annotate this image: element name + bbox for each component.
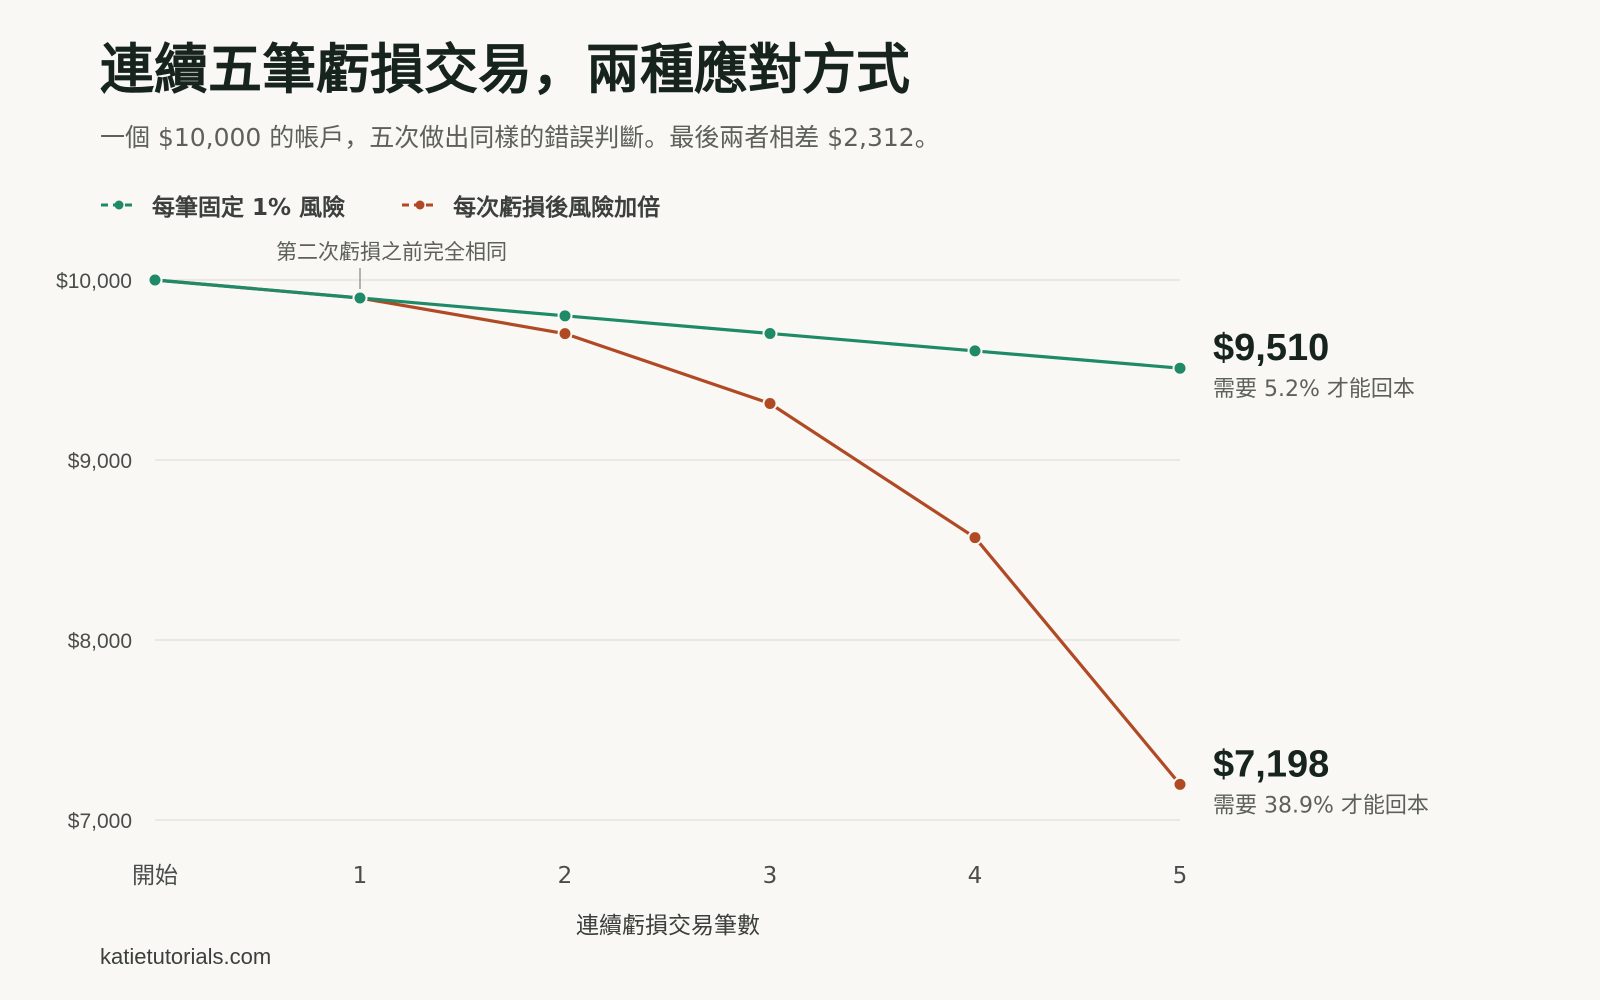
data-point	[967, 343, 983, 359]
x-axis-ticks: 開始 1 2 3 4 5	[132, 863, 1187, 889]
y-axis-ticks: $10,000 $9,000 $8,000 $7,000	[56, 270, 132, 833]
x-tick-label: 3	[763, 863, 778, 889]
series-line-0	[153, 278, 1182, 370]
x-tick-label: 4	[968, 863, 983, 889]
y-tick-label: $7,000	[68, 810, 132, 833]
data-point	[762, 325, 778, 341]
data-point	[1172, 776, 1188, 792]
data-point	[557, 326, 573, 342]
end-value-label: $9,510	[1213, 327, 1329, 369]
x-tick-label: 1	[353, 863, 368, 889]
data-point	[352, 290, 368, 306]
end-note-label: 需要 5.2% 才能回本	[1213, 377, 1415, 402]
y-tick-label: $8,000	[68, 630, 132, 653]
y-tick-label: $9,000	[68, 450, 132, 473]
x-axis-label: 連續虧損交易筆數	[576, 913, 760, 939]
legend-swatch-fixed-risk	[101, 200, 137, 210]
data-point	[1172, 360, 1188, 376]
source-credit: katietutorials.com	[100, 944, 272, 969]
end-value-label: $7,198	[1213, 743, 1329, 785]
x-tick-label: 5	[1173, 863, 1188, 889]
data-point	[967, 530, 983, 546]
legend-item-fixed-risk: 每筆固定 1% 風險	[100, 188, 345, 222]
end-labels: $9,510 需要 5.2% 才能回本 $7,198 需要 38.9% 才能回本	[1213, 327, 1429, 818]
chart-subtitle: 一個 $10,000 的帳戶，五次做出同樣的錯誤判斷。最後兩者相差 $2,312…	[100, 123, 940, 152]
legend-item-doubling-risk: 每次虧損後風險加倍	[401, 188, 660, 222]
y-tick-label: $10,000	[56, 270, 132, 293]
x-tick-label: 開始	[132, 863, 178, 889]
annotation-text: 第二次虧損之前完全相同	[276, 240, 507, 264]
x-tick-label: 2	[558, 863, 573, 889]
data-point	[147, 272, 163, 288]
data-point	[762, 395, 778, 411]
legend-swatch-doubling-risk	[402, 200, 439, 210]
series	[147, 272, 1188, 792]
chart-legend: 每筆固定 1% 風險 每次虧損後風險加倍	[100, 188, 660, 222]
annotation: 第二次虧損之前完全相同	[276, 240, 507, 289]
chart-title: 連續五筆虧損交易，兩種應對方式	[100, 38, 910, 101]
legend-label-doubling-risk: 每次虧損後風險加倍	[453, 195, 661, 221]
data-point	[557, 308, 573, 324]
legend-label-fixed-risk: 每筆固定 1% 風險	[152, 195, 346, 221]
gridlines	[155, 279, 1180, 821]
end-note-label: 需要 38.9% 才能回本	[1213, 793, 1429, 818]
